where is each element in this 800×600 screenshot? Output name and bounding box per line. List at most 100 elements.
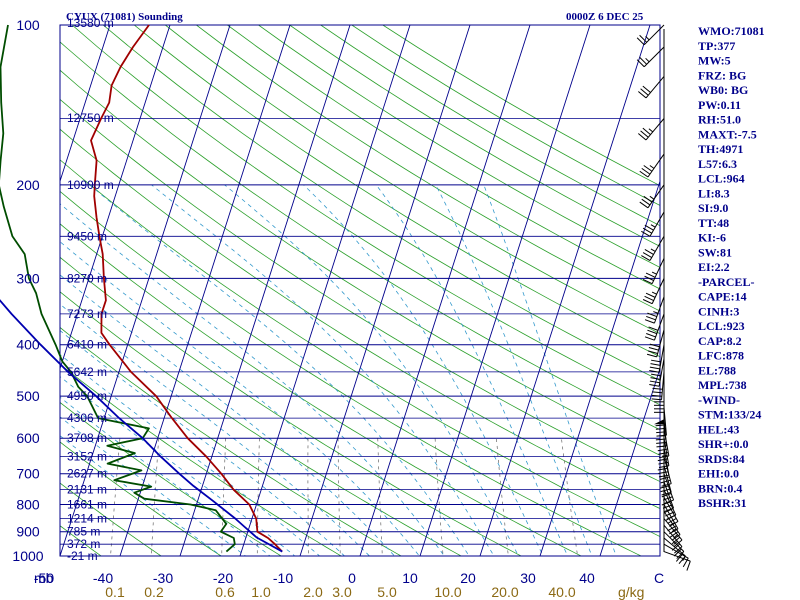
wind-barb (642, 258, 665, 285)
moist-adiabat (60, 353, 321, 556)
wind-barb (639, 153, 665, 178)
dry-adiabat (60, 223, 582, 556)
index-line: -PARCEL- (698, 275, 754, 289)
dry-adiabat (60, 69, 660, 456)
wind-barb (636, 24, 665, 46)
wind-barb (659, 465, 672, 496)
pressure-tick-label: 600 (16, 430, 40, 446)
pressure-tick-label: 200 (16, 177, 40, 193)
isotherm (179, 25, 351, 556)
index-line: -WIND- (698, 393, 740, 407)
pressure-tick-label: 700 (16, 466, 40, 482)
height-label: 372 m (67, 537, 100, 551)
mixing-ratio-label: 5.0 (377, 584, 397, 600)
mixing-ratio-line (377, 438, 383, 556)
index-line: RH:51.0 (698, 113, 741, 127)
mixing-ratio-label: 20.0 (491, 584, 518, 600)
index-line: MW:5 (698, 54, 731, 68)
pressure-tick-label: 100 (16, 17, 40, 33)
temperature-tick-label: -40 (93, 570, 113, 586)
index-line: KI:-6 (698, 231, 726, 245)
wind-barb (641, 211, 665, 237)
dry-adiabat (196, 25, 660, 312)
temperature-tick-label: -50 (34, 570, 54, 586)
isotherm (479, 25, 651, 556)
wind-barb (663, 518, 683, 547)
chart-grid (0, 13, 661, 567)
index-line: SRDS:84 (698, 452, 745, 466)
wind-barb (644, 313, 665, 341)
height-label: 4950 m (67, 389, 107, 403)
mixing-ratio-unit: g/kg (618, 584, 644, 600)
index-line: WB0: BG (698, 83, 748, 97)
temperature-tick-label: 40 (579, 570, 595, 586)
dry-adiabat (60, 291, 462, 556)
temperature-tick-label: 10 (402, 570, 418, 586)
moist-adiabat (60, 203, 445, 556)
mixing-ratio-line (496, 438, 509, 556)
isotherm (539, 179, 660, 556)
dry-adiabat (60, 482, 162, 556)
moist-adiabat (60, 274, 395, 556)
isotherm (60, 25, 111, 183)
wind-barb (651, 371, 665, 401)
index-line: SHR+:0.0 (698, 437, 749, 451)
index-line: EHI:0.0 (698, 467, 739, 481)
wind-barb (654, 396, 665, 425)
index-line: TH:4971 (698, 142, 743, 156)
isotherm (419, 25, 591, 556)
pressure-tick-label: 900 (16, 524, 40, 540)
height-label: -21 m (67, 549, 98, 563)
mixing-ratio-label: 0.1 (105, 584, 125, 600)
height-label: 8270 m (67, 271, 107, 285)
parcel-trace (0, 299, 283, 553)
isotherm (239, 25, 411, 556)
temperature-profile (90, 24, 283, 553)
height-label: 1661 m (67, 498, 107, 512)
wind-barb (654, 384, 665, 413)
mixing-ratio-label: 3.0 (332, 584, 352, 600)
index-line: SW:81 (698, 245, 732, 259)
dry-adiabat (227, 25, 660, 290)
dry-adiabat (60, 441, 222, 556)
height-label: 1214 m (67, 512, 107, 526)
moist-adiabat (60, 416, 247, 556)
isotherm (0, 13, 54, 567)
moist-adiabat (483, 184, 617, 556)
mixing-ratio-label: 2.0 (303, 584, 323, 600)
mixing-ratio-line (307, 438, 309, 556)
index-line: MAXT:-7.5 (698, 127, 757, 141)
index-line: TP:377 (698, 39, 735, 53)
mixing-ratio-label: 10.0 (434, 584, 461, 600)
chart-series (0, 24, 283, 553)
wind-barb (638, 118, 665, 141)
index-line: CINH:3 (698, 304, 739, 318)
dry-adiabat (60, 401, 282, 556)
wind-barb (663, 551, 691, 571)
dry-adiabat (60, 98, 660, 483)
moist-adiabat (60, 435, 222, 556)
height-label: 2627 m (67, 467, 107, 481)
temperature-tick-label: 0 (348, 570, 356, 586)
dry-adiabat (60, 363, 342, 556)
dry-adiabat (60, 256, 522, 556)
wind-barb (636, 46, 665, 68)
height-label: 9450 m (67, 229, 107, 243)
dry-adiabat (165, 25, 660, 335)
height-label: 2131 m (67, 483, 107, 497)
height-label: 3152 m (67, 450, 107, 464)
temperature-tick-label: -10 (273, 570, 293, 586)
dry-adiabat (60, 41, 660, 431)
dry-adiabat (102, 25, 660, 381)
pressure-tick-label: 500 (16, 388, 40, 404)
grid-lines (0, 13, 660, 567)
height-label: 5642 m (67, 365, 107, 379)
mixing-ratio-label: 0.2 (144, 584, 164, 600)
chart-date: 0000Z 6 DEC 25 (566, 11, 644, 23)
index-line: CAP:8.2 (698, 334, 742, 348)
mixing-ratio-line (434, 438, 444, 556)
index-line: STM:133/24 (698, 408, 761, 422)
temperature-tick-label: 30 (520, 570, 536, 586)
